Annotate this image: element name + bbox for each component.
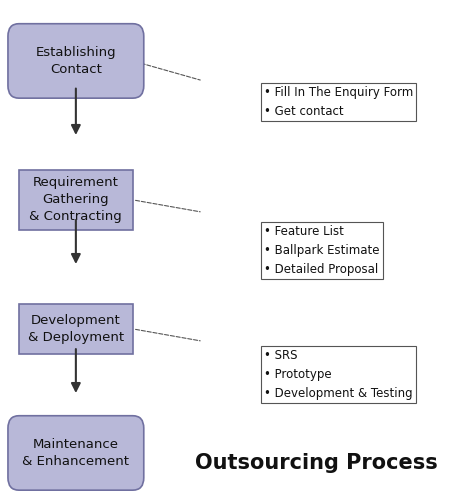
Text: • SRS
• Prototype
• Development & Testing: • SRS • Prototype • Development & Testin… xyxy=(264,349,413,400)
Text: • Fill In The Enquiry Form
• Get contact: • Fill In The Enquiry Form • Get contact xyxy=(264,86,413,118)
FancyBboxPatch shape xyxy=(19,304,133,354)
FancyBboxPatch shape xyxy=(19,170,133,230)
Text: • Feature List
• Ballpark Estimate
• Detailed Proposal: • Feature List • Ballpark Estimate • Det… xyxy=(264,225,380,275)
Text: Development
& Deployment: Development & Deployment xyxy=(28,314,124,344)
Text: Outsourcing Process: Outsourcing Process xyxy=(195,453,438,473)
Text: Establishing
Contact: Establishing Contact xyxy=(36,46,116,76)
FancyBboxPatch shape xyxy=(8,24,144,98)
FancyBboxPatch shape xyxy=(8,416,144,490)
Text: Maintenance
& Enhancement: Maintenance & Enhancement xyxy=(22,438,129,468)
Text: Requirement
Gathering
& Contracting: Requirement Gathering & Contracting xyxy=(30,176,122,224)
